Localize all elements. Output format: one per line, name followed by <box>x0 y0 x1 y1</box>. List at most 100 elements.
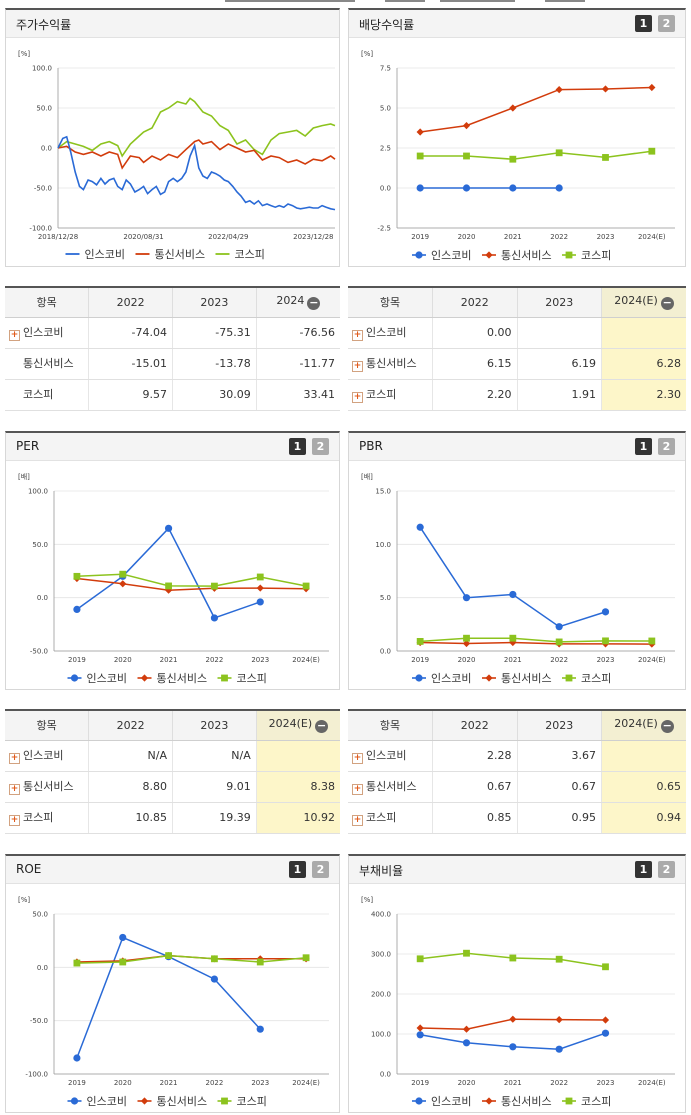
legend-item-inscobe[interactable]: 인스코비 <box>65 248 125 261</box>
data-point[interactable] <box>256 584 264 592</box>
legend-item-telecom[interactable]: 통신서비스 <box>135 248 206 261</box>
legend-item-kospi[interactable]: 코스피 <box>562 1095 611 1108</box>
legend-item-telecom[interactable]: 통신서비스 <box>137 672 208 685</box>
data-point[interactable] <box>462 594 471 602</box>
expand-plus-icon[interactable]: + <box>9 753 20 764</box>
data-point[interactable] <box>601 608 610 616</box>
legend-item-telecom[interactable]: 통신서비스 <box>137 1095 208 1108</box>
data-point[interactable] <box>602 154 609 161</box>
data-point[interactable] <box>602 637 609 645</box>
data-point[interactable] <box>416 955 424 963</box>
data-point[interactable] <box>555 184 563 192</box>
data-point[interactable] <box>210 975 219 983</box>
period-button-1[interactable]: 1 <box>635 861 652 878</box>
data-point[interactable] <box>462 1039 471 1047</box>
legend-marker[interactable] <box>565 1097 573 1105</box>
legend-marker[interactable] <box>565 251 573 259</box>
data-point[interactable] <box>164 586 173 594</box>
expand-plus-icon[interactable]: + <box>9 330 20 341</box>
collapse-minus-icon[interactable]: − <box>315 719 329 734</box>
data-point[interactable] <box>601 1016 610 1024</box>
data-point[interactable] <box>463 152 470 160</box>
data-point[interactable] <box>256 598 264 606</box>
data-point[interactable] <box>509 634 517 642</box>
data-point[interactable] <box>416 1024 424 1032</box>
data-point[interactable] <box>416 638 424 645</box>
data-point[interactable] <box>463 949 470 957</box>
data-point[interactable] <box>302 954 310 962</box>
data-point[interactable] <box>416 523 424 531</box>
data-point[interactable] <box>256 958 264 966</box>
legend-marker[interactable] <box>70 1097 79 1105</box>
data-point[interactable] <box>601 85 610 93</box>
period-button-2[interactable]: 2 <box>658 15 675 32</box>
data-point[interactable] <box>416 152 424 160</box>
legend-item-kospi[interactable]: 코스피 <box>562 249 611 262</box>
data-point[interactable] <box>211 582 218 590</box>
expand-plus-icon[interactable]: + <box>9 815 20 826</box>
legend-item-telecom[interactable]: 통신서비스 <box>482 672 552 685</box>
expand-plus-icon[interactable]: + <box>352 392 363 403</box>
legend-item-inscobe[interactable]: 인스코비 <box>412 672 471 685</box>
data-point[interactable] <box>602 963 609 971</box>
data-point[interactable] <box>302 582 310 590</box>
legend-marker[interactable] <box>485 1097 493 1105</box>
period-button-2[interactable]: 2 <box>312 438 329 455</box>
legend-item-telecom[interactable]: 통신서비스 <box>482 249 552 262</box>
legend-item-kospi[interactable]: 코스피 <box>215 248 265 261</box>
period-button-1[interactable]: 1 <box>289 438 306 455</box>
data-point[interactable] <box>555 1045 563 1053</box>
data-point[interactable] <box>509 590 517 599</box>
expand-plus-icon[interactable]: + <box>352 815 363 826</box>
data-point[interactable] <box>119 580 127 588</box>
data-point[interactable] <box>256 573 264 581</box>
expand-plus-icon[interactable]: + <box>9 784 20 795</box>
period-button-2[interactable]: 2 <box>658 438 675 455</box>
period-button-1[interactable]: 1 <box>289 861 306 878</box>
data-point[interactable] <box>509 155 517 163</box>
data-point[interactable] <box>73 959 81 967</box>
legend-marker[interactable] <box>415 251 423 259</box>
data-point[interactable] <box>509 954 517 962</box>
data-point[interactable] <box>164 524 173 532</box>
expand-plus-icon[interactable]: + <box>352 330 363 341</box>
legend-item-kospi[interactable]: 코스피 <box>217 1095 267 1108</box>
expand-plus-icon[interactable]: + <box>352 753 363 764</box>
collapse-minus-icon[interactable]: − <box>660 296 674 311</box>
data-point[interactable] <box>555 638 563 646</box>
data-point[interactable] <box>416 1031 424 1039</box>
legend-marker[interactable] <box>221 674 228 682</box>
legend-marker[interactable] <box>70 674 79 682</box>
data-point[interactable] <box>416 128 424 136</box>
data-point[interactable] <box>119 933 127 942</box>
data-point[interactable] <box>119 958 127 966</box>
legend-marker[interactable] <box>415 1097 423 1105</box>
data-point[interactable] <box>555 86 563 94</box>
period-button-1[interactable]: 1 <box>635 438 652 455</box>
legend-marker[interactable] <box>485 251 493 259</box>
data-point[interactable] <box>555 1016 563 1024</box>
collapse-minus-icon[interactable]: − <box>307 296 321 311</box>
data-point[interactable] <box>648 637 656 645</box>
legend-item-kospi[interactable]: 코스피 <box>562 672 611 685</box>
legend-marker[interactable] <box>485 674 493 682</box>
legend-marker[interactable] <box>140 1097 149 1105</box>
data-point[interactable] <box>648 147 656 155</box>
data-point[interactable] <box>165 952 172 959</box>
data-point[interactable] <box>509 1043 517 1051</box>
data-point[interactable] <box>73 572 81 580</box>
data-point[interactable] <box>119 570 127 578</box>
data-point[interactable] <box>73 605 81 613</box>
legend-item-inscobe[interactable]: 인스코비 <box>67 1095 127 1108</box>
legend-item-inscobe[interactable]: 인스코비 <box>412 1095 471 1108</box>
legend-marker[interactable] <box>415 674 423 682</box>
expand-plus-icon[interactable]: + <box>352 784 363 795</box>
data-point[interactable] <box>211 955 218 963</box>
period-button-2[interactable]: 2 <box>312 861 329 878</box>
period-button-1[interactable]: 1 <box>635 15 652 32</box>
data-point[interactable] <box>210 614 219 622</box>
data-point[interactable] <box>462 122 471 130</box>
legend-item-inscobe[interactable]: 인스코비 <box>412 249 471 262</box>
data-point[interactable] <box>555 955 563 963</box>
expand-plus-icon[interactable]: + <box>352 361 363 372</box>
